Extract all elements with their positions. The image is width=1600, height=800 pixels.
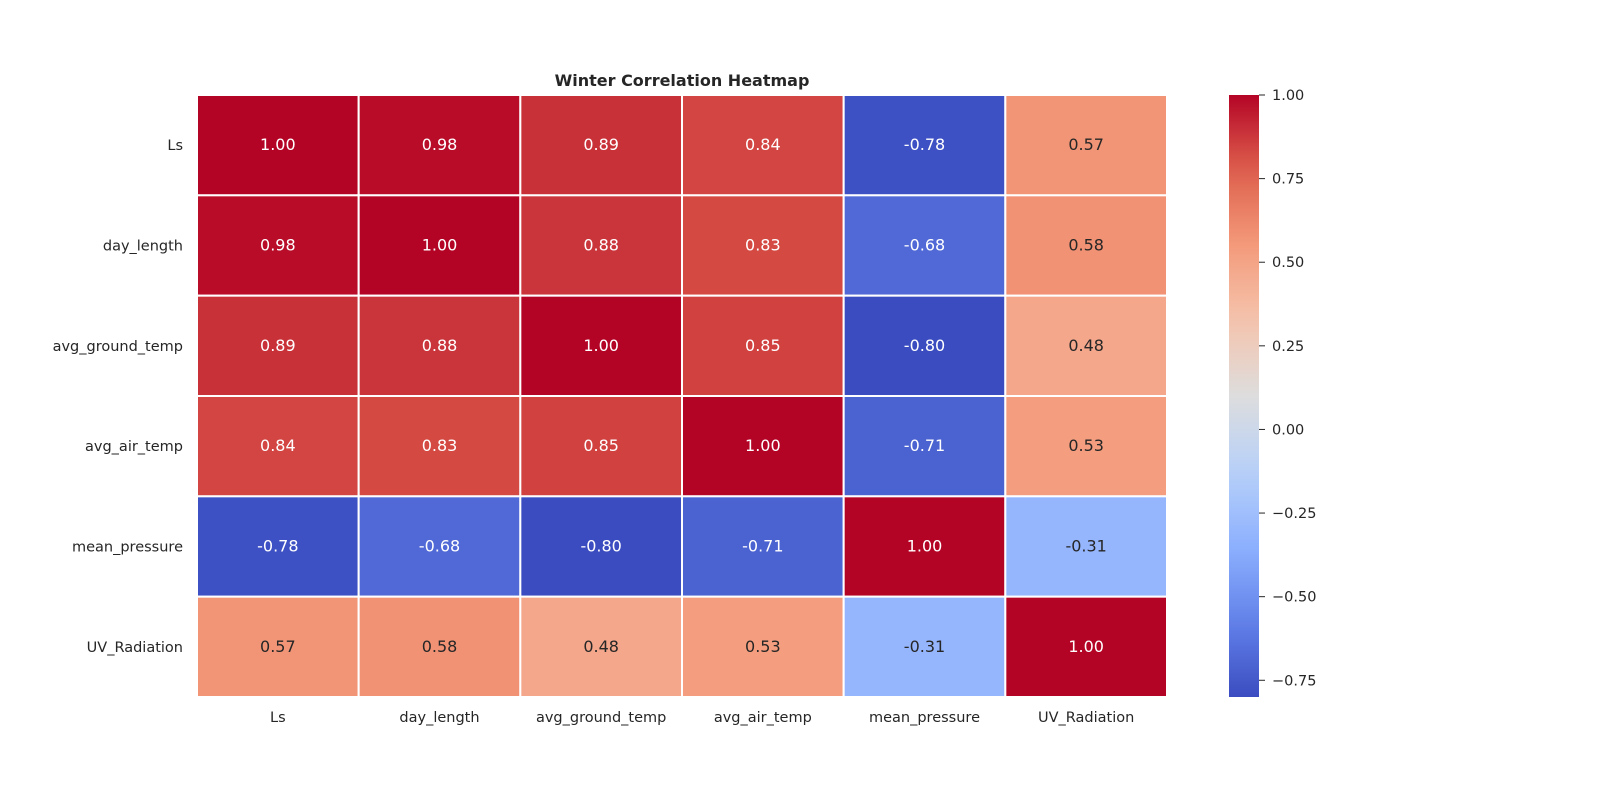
colorbar-gradient — [1229, 95, 1259, 697]
cell-annotation: -0.31 — [1065, 537, 1106, 556]
cell-annotation: 0.89 — [260, 336, 296, 355]
x-tick-label: UV_Radiation — [1038, 710, 1134, 726]
cell-annotation: -0.80 — [904, 336, 945, 355]
heatmap-cell — [842, 294, 1007, 397]
x-tick-label: Ls — [270, 710, 286, 726]
cell-annotation: 0.85 — [583, 436, 619, 455]
heatmap-cell — [1004, 294, 1168, 397]
chart-title: Winter Correlation Heatmap — [555, 71, 810, 90]
cell-annotation: -0.68 — [419, 537, 460, 556]
heatmap-cell — [1004, 395, 1168, 498]
y-tick-label: mean_pressure — [72, 540, 183, 556]
colorbar-tick-label: 0.25 — [1272, 339, 1304, 355]
heatmap-cell — [1004, 595, 1168, 699]
cell-annotation: 0.57 — [260, 637, 296, 656]
cell-annotation: 0.58 — [422, 637, 458, 656]
cell-annotation: -0.68 — [904, 236, 945, 255]
x-tick-label: mean_pressure — [869, 710, 980, 726]
x-tick-label: avg_ground_temp — [536, 710, 666, 726]
y-tick-label: avg_air_temp — [85, 439, 183, 455]
cell-annotations: 1.00 0.98 0.89 0.84 -0.78 0.57 0.98 1.00 0.88 0.8… — [257, 135, 1107, 656]
colorbar-tick-label: 0.75 — [1272, 172, 1304, 188]
heatmap-cell — [357, 194, 522, 297]
heatmap-cell — [519, 395, 683, 498]
cell-annotation: -0.71 — [742, 537, 783, 556]
heatmap-cell — [681, 595, 845, 699]
colorbar-tick-label: −0.50 — [1272, 590, 1316, 606]
cell-annotation: 0.83 — [745, 236, 781, 255]
y-tick-labels: Ls day_length avg_ground_temp avg_air_tempm… — [53, 138, 183, 656]
cell-annotation: 0.84 — [745, 135, 781, 154]
cell-annotation: 1.00 — [260, 135, 296, 154]
heatmap-cell — [681, 294, 845, 397]
cell-annotation: 1.00 — [422, 236, 458, 255]
cell-annotation: 0.48 — [583, 637, 619, 656]
heatmap-cell — [357, 94, 522, 197]
cell-annotation: 1.00 — [907, 537, 943, 556]
cell-annotation: 0.98 — [260, 236, 296, 255]
cell-annotation: -0.78 — [904, 135, 945, 154]
cell-annotation: 0.57 — [1068, 135, 1104, 154]
cell-annotation: 0.83 — [422, 436, 458, 455]
cell-annotation: 0.98 — [422, 135, 458, 154]
cell-annotation: 1.00 — [1068, 637, 1104, 656]
heatmap-cell — [681, 194, 845, 297]
x-tick-label: day_length — [399, 710, 479, 726]
heatmap-cell — [519, 94, 683, 197]
heatmap-cell — [196, 495, 360, 598]
colorbar-tick-label: 0.50 — [1272, 255, 1304, 271]
colorbar-tick-label: 1.00 — [1272, 88, 1304, 104]
heatmap-cell — [681, 495, 845, 598]
cell-annotation: -0.71 — [904, 436, 945, 455]
cell-annotation: 0.53 — [745, 637, 781, 656]
colorbar-tick-label: −0.75 — [1272, 673, 1316, 689]
cell-annotation: -0.78 — [257, 537, 298, 556]
cell-annotation: 0.88 — [422, 336, 458, 355]
heatmap-cell — [681, 395, 845, 498]
heatmap-cell — [196, 395, 360, 498]
cell-annotation: 0.85 — [745, 336, 781, 355]
colorbar-tick-label: −0.25 — [1272, 506, 1316, 522]
cell-annotation: 1.00 — [583, 336, 619, 355]
x-tick-label: avg_air_temp — [714, 710, 812, 726]
heatmap-cell — [1004, 194, 1168, 297]
heatmap-cell — [357, 294, 522, 397]
cell-annotation: 0.53 — [1068, 436, 1104, 455]
heatmap-cells — [196, 94, 1168, 699]
colorbar-tick-label: 0.00 — [1272, 422, 1304, 438]
y-tick-label: UV_Radiation — [87, 640, 183, 656]
cell-annotation: -0.80 — [580, 537, 621, 556]
y-tick-label: day_length — [103, 239, 183, 255]
colorbar: 1.00 0.75 0.50 0.25 0.00 −0.25 −0.50 −0.75 — [1229, 88, 1316, 697]
heatmap-cell — [842, 595, 1007, 699]
cell-annotation: 0.58 — [1068, 236, 1104, 255]
heatmap-cell — [519, 495, 683, 598]
cell-annotation: 0.48 — [1068, 336, 1104, 355]
cell-annotation: 1.00 — [745, 436, 781, 455]
x-tick-labels: Ls day_length avg_ground_temp avg_air_temp m… — [270, 710, 1134, 726]
heatmap-cell — [1004, 495, 1168, 598]
heatmap-cell — [196, 94, 360, 197]
cell-annotation: -0.31 — [904, 637, 945, 656]
heatmap-cell — [1004, 94, 1168, 197]
heatmap-cell — [357, 395, 522, 498]
y-tick-label: Ls — [167, 138, 183, 154]
y-tick-label: avg_ground_temp — [53, 339, 183, 355]
heatmap-cell — [842, 495, 1007, 598]
heatmap-cell — [842, 395, 1007, 498]
cell-annotation: 0.89 — [583, 135, 619, 154]
cell-annotation: 0.84 — [260, 436, 296, 455]
heatmap-cell — [196, 595, 360, 699]
cell-annotation: 0.88 — [583, 236, 619, 255]
